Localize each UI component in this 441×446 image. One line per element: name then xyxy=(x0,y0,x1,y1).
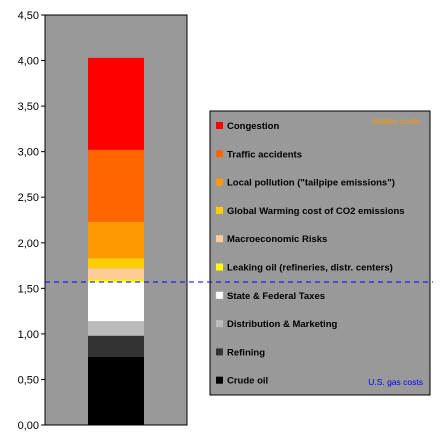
legend-swatch xyxy=(216,320,223,328)
legend-label: State & Federal Taxes xyxy=(227,291,325,302)
legend-swatch xyxy=(216,150,223,158)
y-tick-label: 3,50 xyxy=(18,101,39,113)
legend-label: Leaking oil (refineries, distr. centers) xyxy=(227,263,393,274)
legend-swatch xyxy=(216,235,223,243)
legend-label: Macroeconomic Risks xyxy=(227,234,327,245)
legend-swatch xyxy=(215,291,224,300)
legend-swatch xyxy=(216,263,223,271)
legend-swatch xyxy=(216,348,223,356)
legend-label: Refining xyxy=(227,347,265,358)
legend-swatch xyxy=(216,206,223,214)
legend-label: Crude oil xyxy=(227,376,268,387)
legend-swatch xyxy=(216,122,223,129)
y-tick-label: 2,00 xyxy=(18,238,39,250)
bar-segment-1 xyxy=(88,356,144,425)
y-tick-label: 1,50 xyxy=(18,283,39,295)
bar-segment-9 xyxy=(88,149,144,222)
legend-swatch xyxy=(216,376,223,384)
legend-label: Traffic accidents xyxy=(227,149,302,160)
us-gas-costs-annotation: U.S. gas costs xyxy=(368,377,423,387)
bar-segment-2 xyxy=(88,335,144,357)
bar-segment-10 xyxy=(88,57,144,150)
hidden-costs-annotation: hidden costs xyxy=(372,116,420,126)
y-tick-label: 0,00 xyxy=(18,420,39,432)
bar-segment-5 xyxy=(88,279,144,282)
y-tick-label: 1,00 xyxy=(18,329,39,341)
legend-label: Distribution & Marketing xyxy=(227,319,338,330)
bar-segment-8 xyxy=(88,221,144,259)
bar-segment-7 xyxy=(88,258,144,269)
y-tick-label: 4,50 xyxy=(18,10,39,22)
bar-segment-4 xyxy=(88,281,144,322)
legend-label: Local pollution ("tailpipe emissions") xyxy=(227,178,395,189)
bar-segment-3 xyxy=(88,321,144,336)
legend-swatch xyxy=(216,178,223,186)
bar-segment-6 xyxy=(88,268,144,280)
y-tick-label: 0,50 xyxy=(18,374,39,386)
legend-box xyxy=(209,110,431,396)
legend-label: Congestion xyxy=(227,121,279,132)
y-tick-label: 4,00 xyxy=(18,56,39,68)
legend-label: Global Warming cost of CO2 emissions xyxy=(227,206,405,217)
y-tick-label: 2,50 xyxy=(18,192,39,204)
y-tick-label: 3,00 xyxy=(18,147,39,159)
